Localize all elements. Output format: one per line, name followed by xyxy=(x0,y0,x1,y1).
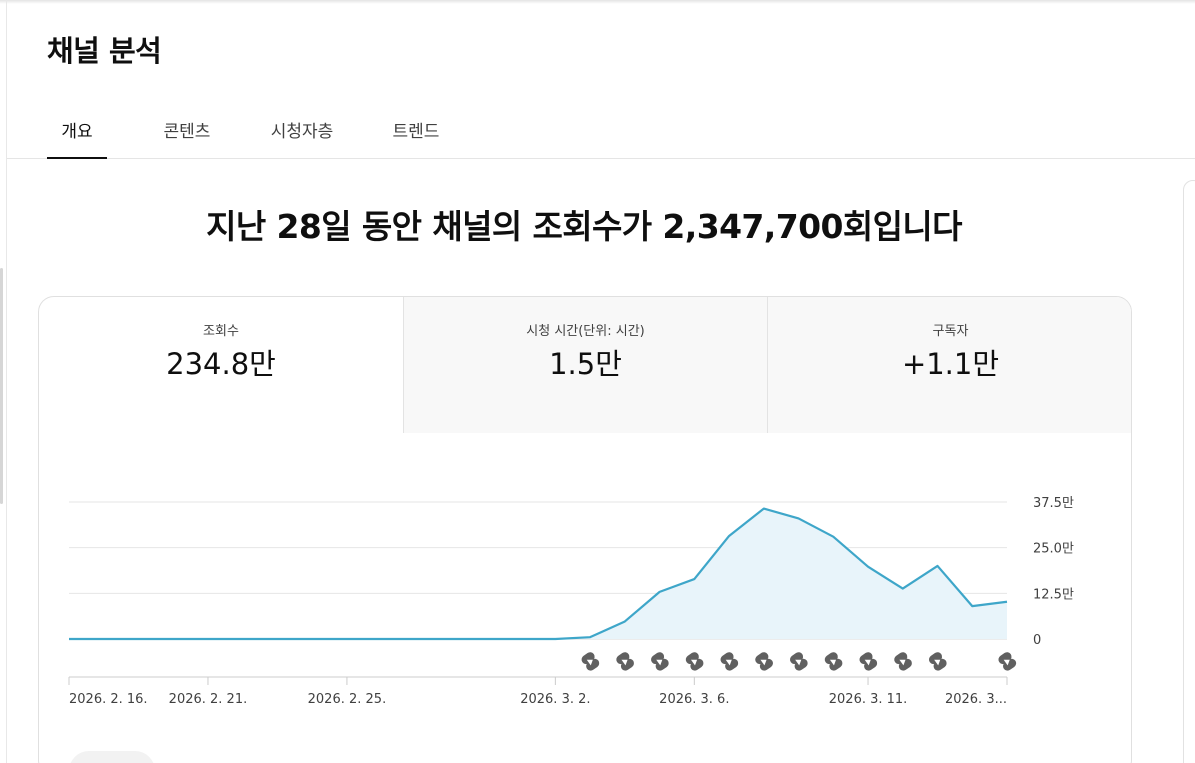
x-tick-label: 2026. 2. 21. xyxy=(169,692,248,707)
page-title: 채널 분석 xyxy=(47,34,162,68)
y-tick-label: 25.0만 xyxy=(1033,542,1074,557)
x-tick-label: 2026. 3... xyxy=(945,692,1007,707)
metric-views[interactable]: 조회수 234.8만 xyxy=(39,297,403,433)
shorts-icon xyxy=(894,652,912,671)
tab-overview[interactable]: 개요 xyxy=(47,100,107,159)
series-area xyxy=(69,508,1007,639)
analytics-tabs: 개요 콘텐츠 시청자층 트렌드 xyxy=(7,100,1195,159)
x-tick-label: 2026. 3. 11. xyxy=(829,692,908,707)
shorts-icon xyxy=(616,652,634,671)
see-more-button[interactable] xyxy=(69,751,155,763)
metric-subscribers[interactable]: 구독자 +1.1만 xyxy=(767,297,1131,433)
x-tick-label: 2026. 2. 16. xyxy=(69,692,148,707)
metric-watch-time[interactable]: 시청 시간(단위: 시간) 1.5만 xyxy=(403,297,767,433)
shorts-icon xyxy=(685,652,704,671)
shorts-icon xyxy=(998,652,1017,671)
top-shadow xyxy=(0,0,1195,4)
metric-label: 시청 시간(단위: 시간) xyxy=(526,324,645,339)
side-panel-card xyxy=(1183,180,1195,763)
shorts-icon xyxy=(790,652,808,671)
summary-headline: 지난 28일 동안 채널의 조회수가 2,347,700회입니다 xyxy=(206,207,962,246)
shorts-icon xyxy=(824,652,843,671)
metric-value: +1.1만 xyxy=(901,347,1000,381)
views-chart[interactable]: 0 12.5만 25.0만 37.5만 2026. 2. 16. 2026. 2. 21.… xyxy=(39,297,1132,763)
tab-content[interactable]: 콘텐츠 xyxy=(163,121,211,142)
x-tick-label: 2026. 3. 2. xyxy=(520,692,590,707)
tab-audience[interactable]: 시청자층 xyxy=(270,121,334,142)
metric-label: 구독자 xyxy=(932,324,969,339)
shorts-icon xyxy=(581,652,600,671)
scrollbar-handle[interactable] xyxy=(0,268,3,504)
y-tick-label: 12.5만 xyxy=(1033,587,1074,602)
y-tick-label: 0 xyxy=(1033,633,1041,648)
metric-value: 234.8만 xyxy=(166,347,276,381)
shorts-icon xyxy=(651,652,669,671)
series-line xyxy=(69,507,1008,641)
shorts-icon xyxy=(928,652,947,671)
x-tick-label: 2026. 2. 25. xyxy=(308,692,387,707)
metrics-card: 조회수 234.8만 시청 시간(단위: 시간) 1.5만 구독자 +1.1만 … xyxy=(38,296,1132,763)
tab-trends[interactable]: 트렌드 xyxy=(392,121,440,142)
y-tick-label: 37.5만 xyxy=(1033,496,1074,511)
shorts-icon xyxy=(755,652,773,671)
shorts-icon xyxy=(720,652,739,671)
metric-value: 1.5만 xyxy=(549,347,622,381)
shorts-icon xyxy=(859,652,878,671)
left-divider xyxy=(6,0,7,763)
x-tick-label: 2026. 3. 6. xyxy=(659,692,729,707)
metric-label: 조회수 xyxy=(203,324,239,339)
